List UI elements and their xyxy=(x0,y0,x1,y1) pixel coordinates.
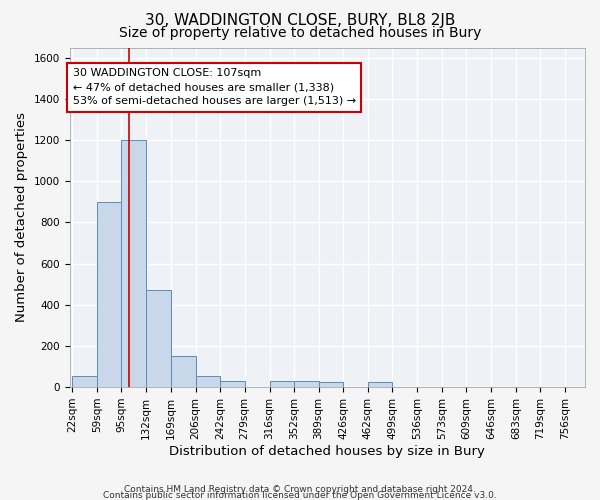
Bar xyxy=(294,381,319,387)
Text: 30, WADDINGTON CLOSE, BURY, BL8 2JB: 30, WADDINGTON CLOSE, BURY, BL8 2JB xyxy=(145,12,455,28)
Bar xyxy=(97,202,121,387)
Bar xyxy=(269,381,294,387)
Bar xyxy=(171,356,196,387)
Bar xyxy=(72,376,97,387)
Bar xyxy=(146,290,171,387)
Bar xyxy=(319,382,343,387)
Text: Contains public sector information licensed under the Open Government Licence v3: Contains public sector information licen… xyxy=(103,490,497,500)
Bar xyxy=(368,382,392,387)
Text: Size of property relative to detached houses in Bury: Size of property relative to detached ho… xyxy=(119,26,481,40)
Text: 30 WADDINGTON CLOSE: 107sqm
← 47% of detached houses are smaller (1,338)
53% of : 30 WADDINGTON CLOSE: 107sqm ← 47% of det… xyxy=(73,68,356,106)
Bar xyxy=(121,140,146,387)
Text: Contains HM Land Registry data © Crown copyright and database right 2024.: Contains HM Land Registry data © Crown c… xyxy=(124,484,476,494)
X-axis label: Distribution of detached houses by size in Bury: Distribution of detached houses by size … xyxy=(169,444,485,458)
Y-axis label: Number of detached properties: Number of detached properties xyxy=(15,112,28,322)
Bar xyxy=(196,376,220,387)
Bar xyxy=(220,381,245,387)
